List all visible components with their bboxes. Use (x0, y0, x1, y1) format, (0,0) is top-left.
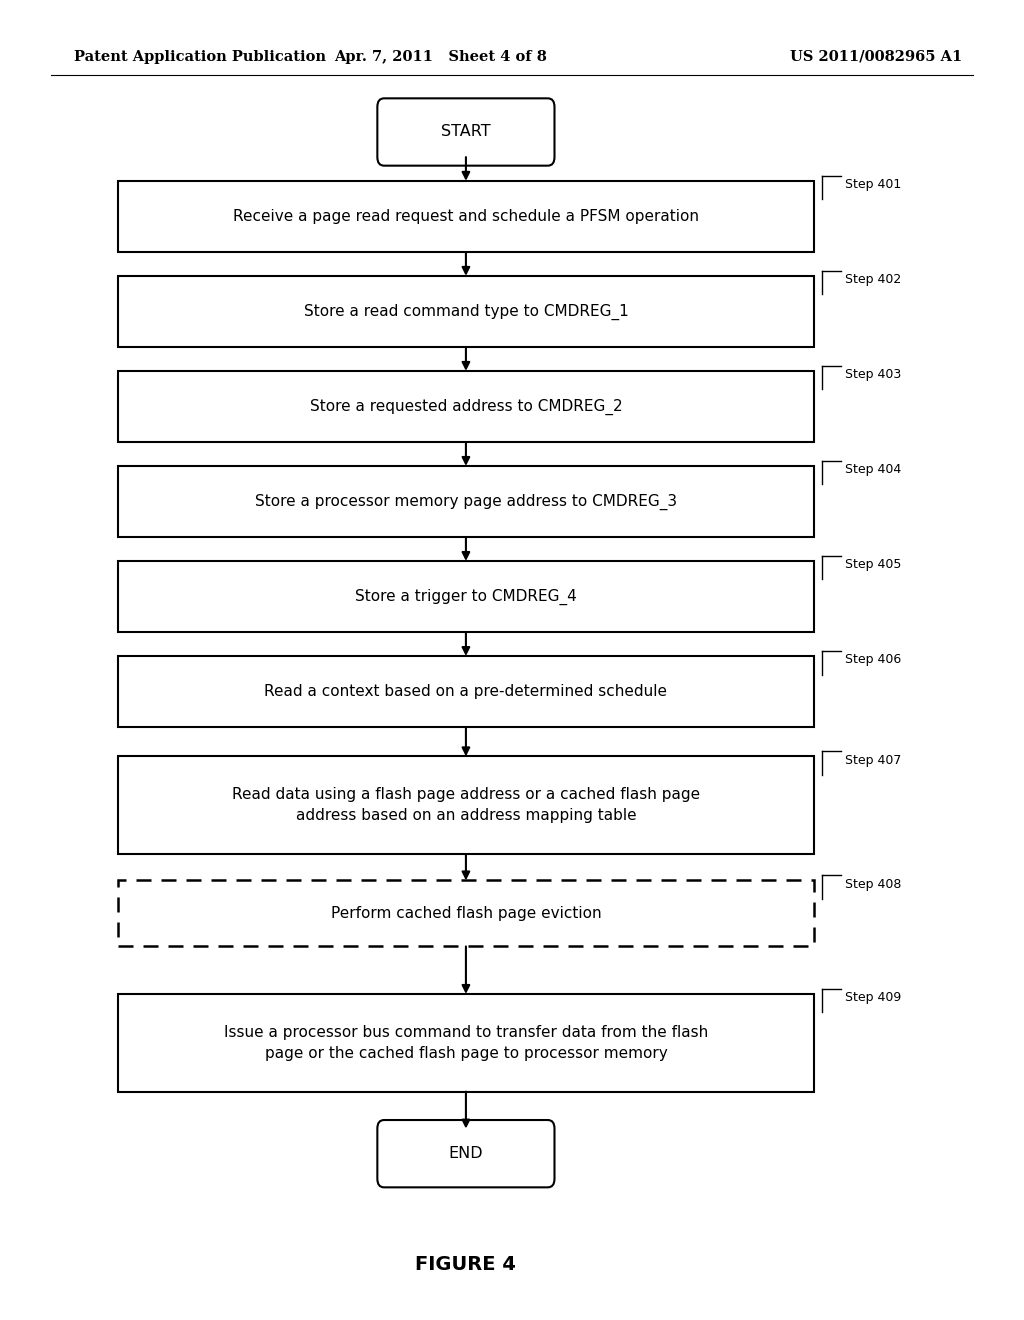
Text: Step 408: Step 408 (845, 878, 901, 891)
Text: Receive a page read request and schedule a PFSM operation: Receive a page read request and schedule… (232, 209, 699, 224)
FancyBboxPatch shape (118, 466, 814, 537)
Text: Read a context based on a pre-determined schedule: Read a context based on a pre-determined… (264, 684, 668, 700)
FancyBboxPatch shape (378, 99, 554, 165)
Text: Store a trigger to CMDREG_4: Store a trigger to CMDREG_4 (355, 589, 577, 605)
Text: US 2011/0082965 A1: US 2011/0082965 A1 (791, 50, 963, 63)
FancyBboxPatch shape (118, 756, 814, 854)
Text: END: END (449, 1146, 483, 1162)
Text: START: START (441, 124, 490, 140)
FancyBboxPatch shape (378, 1121, 554, 1187)
Text: Read data using a flash page address or a cached flash page
address based on an : Read data using a flash page address or … (231, 787, 700, 824)
Text: Perform cached flash page eviction: Perform cached flash page eviction (331, 906, 601, 921)
FancyBboxPatch shape (118, 371, 814, 442)
FancyBboxPatch shape (118, 994, 814, 1092)
FancyBboxPatch shape (118, 880, 814, 946)
Text: Step 406: Step 406 (845, 653, 901, 667)
Text: Step 409: Step 409 (845, 991, 901, 1005)
Text: Step 405: Step 405 (845, 558, 901, 572)
FancyBboxPatch shape (118, 276, 814, 347)
Text: Step 404: Step 404 (845, 463, 901, 477)
Text: Step 401: Step 401 (845, 178, 901, 191)
Text: Apr. 7, 2011   Sheet 4 of 8: Apr. 7, 2011 Sheet 4 of 8 (334, 50, 547, 63)
Text: Step 407: Step 407 (845, 754, 901, 767)
Text: Patent Application Publication: Patent Application Publication (74, 50, 326, 63)
Text: FIGURE 4: FIGURE 4 (416, 1255, 516, 1274)
Text: Issue a processor bus command to transfer data from the flash
page or the cached: Issue a processor bus command to transfe… (224, 1024, 708, 1061)
Text: Store a processor memory page address to CMDREG_3: Store a processor memory page address to… (255, 494, 677, 510)
Text: Store a read command type to CMDREG_1: Store a read command type to CMDREG_1 (303, 304, 629, 319)
FancyBboxPatch shape (118, 561, 814, 632)
FancyBboxPatch shape (118, 181, 814, 252)
Text: Step 402: Step 402 (845, 273, 901, 286)
FancyBboxPatch shape (118, 656, 814, 727)
Text: Store a requested address to CMDREG_2: Store a requested address to CMDREG_2 (309, 399, 623, 414)
Text: Step 403: Step 403 (845, 368, 901, 381)
